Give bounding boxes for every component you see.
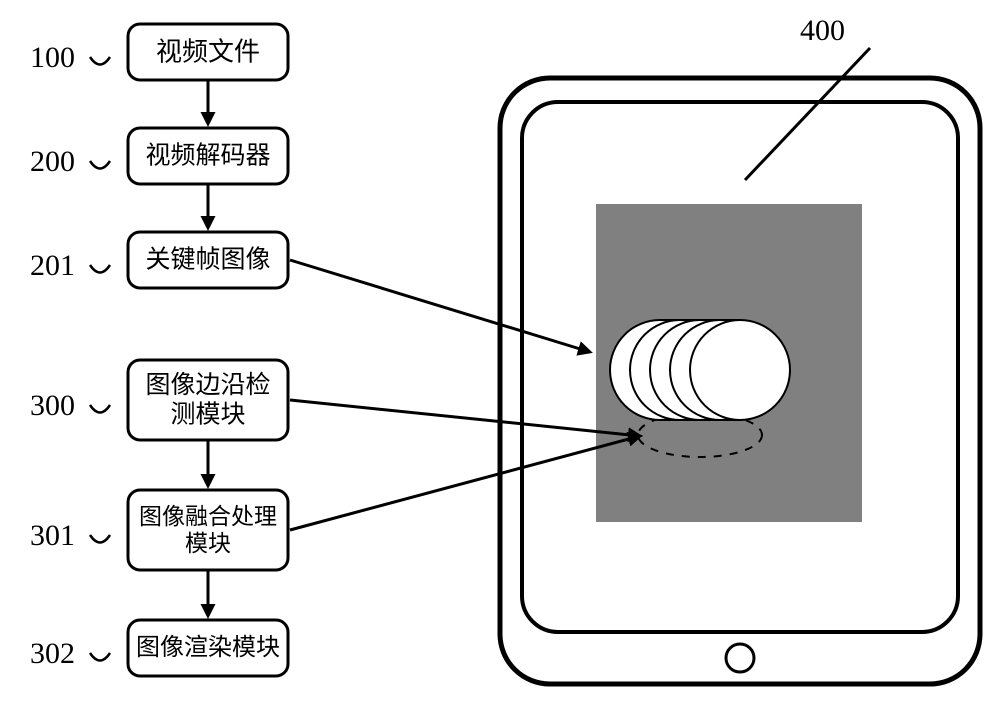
ref-tick <box>90 653 110 661</box>
flow-box-label: 关键帧图像 <box>145 246 270 274</box>
ref-number: 100 <box>30 41 75 74</box>
ref-number: 400 <box>800 14 845 47</box>
flow-box-b100: 视频文件 100 <box>30 24 288 80</box>
ref-number: 301 <box>30 519 75 552</box>
flow-box-b200: 视频解码器 200 <box>30 128 288 184</box>
flow-box-label: 图像边沿检 <box>145 371 270 399</box>
ref-tick <box>90 405 110 413</box>
device-tablet <box>500 78 980 684</box>
motion-circle <box>690 320 790 420</box>
flow-box-label: 测模块 <box>170 400 245 428</box>
flow-box-label: 图像渲染模块 <box>136 634 280 661</box>
flow-box-label: 视频解码器 <box>145 142 270 170</box>
flow-box-b301: 图像融合处理模块 301 <box>30 490 288 570</box>
flow-box-label: 图像融合处理 <box>139 504 277 529</box>
ref-tick <box>90 161 110 169</box>
ref-tick <box>90 265 110 273</box>
ref-number: 302 <box>30 637 75 670</box>
flow-box-b302: 图像渲染模块 302 <box>30 620 288 676</box>
ref-number: 300 <box>30 389 75 422</box>
ref-number: 201 <box>30 249 75 282</box>
flow-box-label: 模块 <box>185 531 231 556</box>
ref-tick <box>90 535 110 543</box>
flow-box-b300: 图像边沿检测模块 300 <box>30 360 288 440</box>
ref-tick <box>90 57 110 65</box>
flow-box-b201: 关键帧图像 201 <box>30 232 288 288</box>
ref-number: 200 <box>30 145 75 178</box>
flow-box-label: 视频文件 <box>156 38 260 67</box>
home-button-icon <box>726 644 754 672</box>
